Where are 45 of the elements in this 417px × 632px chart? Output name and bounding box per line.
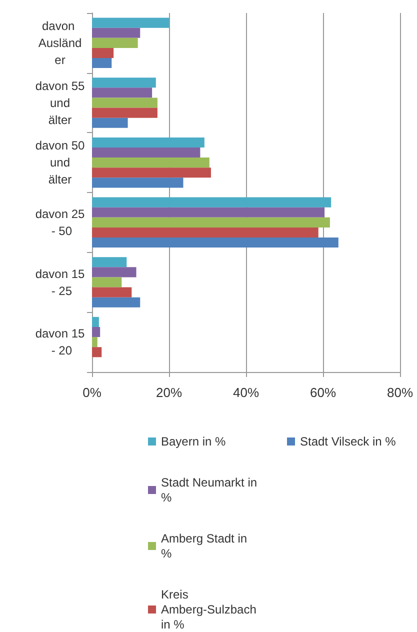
bar [92, 207, 325, 218]
bar [92, 237, 338, 248]
bar [92, 18, 169, 28]
bar [92, 98, 158, 108]
bar [92, 137, 204, 148]
bar [92, 277, 122, 288]
bar [92, 148, 200, 158]
bar [92, 48, 114, 58]
y-tick-label: davon 25 - 50 [35, 206, 86, 238]
bar [92, 118, 128, 128]
bar [92, 217, 330, 228]
bar [92, 337, 98, 348]
bar [92, 38, 138, 48]
bar [92, 257, 127, 268]
bar [92, 108, 158, 118]
bar [92, 316, 99, 328]
bar [92, 267, 136, 278]
y-tick-label: davon 15 - 25 [35, 266, 86, 298]
legend-label: Stadt Vilseck in % [300, 434, 396, 448]
x-tick-label: 60% [310, 385, 336, 400]
x-tick-label: 20% [156, 385, 182, 400]
bar [92, 78, 156, 88]
x-tick-label: 0% [82, 385, 102, 400]
bar [92, 287, 132, 298]
x-tick-label: 80% [386, 385, 414, 400]
y-tick-label: davon 55 und älter [35, 78, 86, 127]
bar [92, 28, 140, 38]
bar [92, 158, 210, 168]
bar [92, 227, 318, 238]
legend-label: Amberg Stadt in % [161, 532, 250, 560]
bar [92, 88, 152, 98]
bar [92, 178, 184, 188]
x-tick-label: 40% [232, 385, 260, 400]
legend-label: Kreis Amberg-Sulzbach in % [161, 588, 260, 632]
legend-label: Stadt Neumarkt in % [161, 476, 260, 504]
legend-label: Bayern in % [161, 434, 226, 448]
bar [92, 327, 100, 338]
bar [92, 347, 102, 358]
y-tick-label: davon 50 und älter [35, 138, 86, 187]
y-tick-label: davon Ausländer [38, 18, 82, 67]
y-tick-label: davon 15 - 20 [35, 326, 86, 358]
bar [92, 197, 332, 208]
bar [92, 297, 140, 308]
bar [92, 168, 211, 178]
bar [92, 58, 112, 68]
